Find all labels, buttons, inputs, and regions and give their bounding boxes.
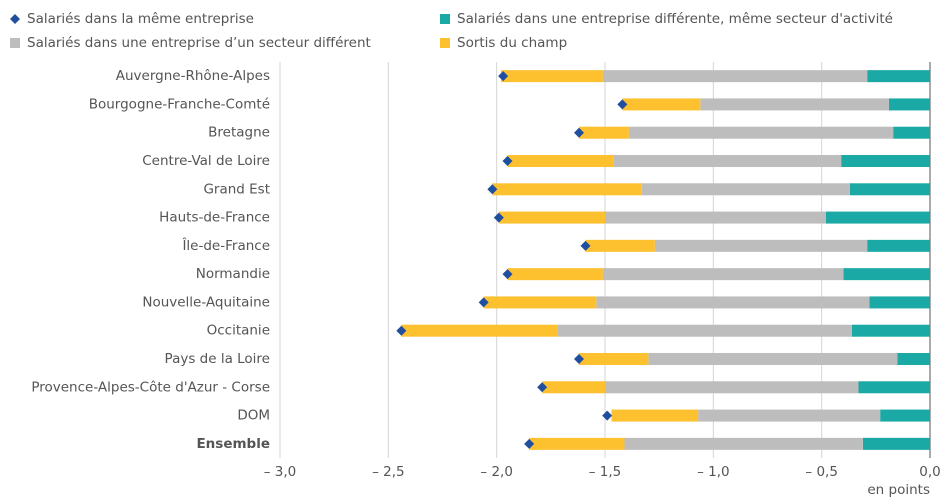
bar-segment	[841, 155, 930, 167]
bar-segment	[624, 437, 863, 450]
diamond-marker	[396, 325, 407, 336]
bar-segment	[700, 98, 889, 111]
bar-segment	[826, 211, 930, 224]
y-tick-label: Grand Est	[203, 181, 270, 197]
bar-segment	[888, 98, 930, 111]
y-tick-label: Bretagne	[208, 125, 270, 141]
x-tick-label: – 1,0	[697, 464, 730, 480]
y-tick-label: Centre-Val de Loire	[142, 153, 270, 169]
diamond-marker	[502, 269, 513, 280]
bar-segment	[498, 211, 605, 224]
bar-segment	[628, 126, 894, 139]
bar-segment	[579, 353, 649, 365]
legend-marker	[10, 38, 20, 48]
x-tick-label: – 3,0	[264, 464, 297, 480]
legend-marker	[440, 38, 450, 48]
bar-segment	[605, 211, 826, 224]
y-tick-label: Hauts-de-France	[159, 210, 270, 226]
diamond-marker	[574, 354, 584, 364]
diamond-marker	[502, 156, 513, 166]
x-tick-label: – 2,0	[480, 464, 513, 480]
bar-segment	[529, 437, 625, 450]
bar-segment	[648, 353, 898, 365]
bar-segment	[507, 155, 614, 167]
y-tick-label: Nouvelle-Aquitaine	[142, 294, 270, 310]
diamond-marker	[524, 438, 535, 449]
diamond-marker	[580, 240, 591, 251]
bar-segment	[852, 324, 930, 337]
diamond-marker	[617, 99, 628, 110]
y-tick-label: Provence-Alpes-Côte d'Azur - Corse	[31, 379, 270, 395]
bar-segment	[602, 70, 868, 83]
diamond-marker	[574, 127, 584, 138]
bar-segment	[858, 381, 930, 394]
bar-segment	[611, 409, 699, 422]
diamond-marker	[478, 297, 489, 308]
bar-segment	[613, 155, 842, 167]
bar-segment	[492, 183, 642, 196]
bar-segment	[507, 268, 603, 281]
bar-segment	[557, 324, 852, 337]
x-axis-label: en points	[867, 482, 930, 498]
y-tick-label: Ensemble	[196, 436, 270, 452]
bar-segment	[605, 381, 859, 394]
bar-segment	[843, 268, 930, 281]
bar-segment	[849, 183, 930, 196]
bar-segment	[893, 126, 930, 139]
y-tick-label: Pays de la Loire	[165, 351, 270, 367]
bar-segment	[585, 239, 655, 252]
x-tick-label: – 1,5	[589, 464, 622, 480]
x-tick-label: – 0,5	[805, 464, 838, 480]
legend-label: Sortis du champ	[457, 35, 567, 51]
diamond-marker	[493, 212, 504, 223]
legend-marker	[10, 14, 20, 24]
legend-label: Salariés dans la même entreprise	[27, 11, 254, 27]
bar-segment	[401, 324, 558, 337]
legend-label: Salariés dans une entreprise différente,…	[457, 11, 893, 27]
bar-segment	[862, 437, 930, 450]
bar-segment	[869, 296, 930, 309]
bar-segment	[622, 98, 701, 111]
legend-marker	[440, 14, 450, 24]
legend-label: Salariés dans une entreprise d’un secteu…	[27, 35, 371, 51]
y-tick-label: DOM	[237, 408, 270, 424]
bar-segment	[867, 70, 930, 83]
bar-segment	[867, 239, 930, 252]
diamond-marker	[537, 382, 548, 393]
bar-segment	[542, 381, 605, 394]
bar-segment	[483, 296, 597, 309]
diamond-marker	[487, 184, 498, 195]
x-tick-label: – 2,5	[372, 464, 405, 480]
diamond-marker	[602, 410, 613, 421]
y-tick-label: Occitanie	[207, 323, 270, 339]
bar-segment	[579, 126, 629, 139]
bar-segment	[596, 296, 870, 309]
y-tick-label: Bourgogne-Franche-Comté	[89, 96, 270, 112]
bar-segment	[602, 268, 844, 281]
x-tick-label: 0,0	[919, 464, 940, 480]
bar-segment	[501, 70, 603, 83]
bar-segment	[897, 353, 930, 365]
bar-segment	[641, 183, 850, 196]
y-tick-label: Normandie	[196, 266, 270, 282]
diamond-marker	[498, 71, 509, 82]
y-tick-label: Île-de-France	[181, 236, 270, 254]
bar-segment	[880, 409, 930, 422]
bar-segment	[698, 409, 881, 422]
bar-segment	[654, 239, 868, 252]
y-tick-label: Auvergne-Rhône-Alpes	[116, 68, 270, 84]
